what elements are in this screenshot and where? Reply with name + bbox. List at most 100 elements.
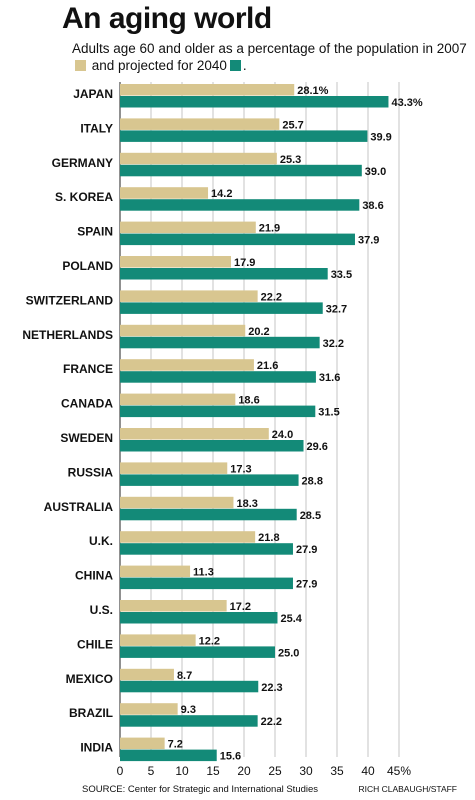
category-label: BRAZIL: [69, 706, 113, 720]
bar: [120, 268, 328, 280]
data-label: 21.8: [258, 532, 279, 544]
x-tick-label: 20: [237, 764, 251, 778]
bar: [120, 428, 269, 440]
category-label: U.K.: [89, 534, 113, 548]
bar: [120, 703, 178, 715]
data-label: 25.3: [280, 154, 301, 166]
category-label: CANADA: [61, 397, 113, 411]
data-label: 17.3: [230, 463, 251, 475]
bar: [120, 737, 165, 750]
category-label: RUSSIA: [68, 465, 114, 479]
bar: [120, 164, 362, 177]
bar: [120, 118, 280, 130]
x-tick-label: 40: [361, 764, 375, 778]
category-label: FRANCE: [63, 362, 113, 376]
data-label: 22.3: [261, 682, 282, 694]
bar: [120, 221, 256, 234]
bar: [120, 233, 355, 246]
bar: [120, 324, 246, 337]
data-label: 22.2: [261, 291, 282, 303]
x-tick-label: 35: [330, 764, 344, 778]
category-label: SWITZERLAND: [26, 293, 114, 307]
bar: [120, 531, 256, 543]
data-label: 25.0: [278, 647, 299, 659]
data-label: 43.3%: [391, 97, 422, 109]
data-label: 28.8: [302, 475, 323, 487]
bar: [120, 359, 254, 371]
subtitle-text-2040: and projected for 2040: [91, 58, 227, 73]
data-label: 31.6: [319, 372, 340, 384]
data-label: 39.0: [365, 166, 386, 178]
source-note: SOURCE: Center for Strategic and Interna…: [82, 784, 319, 795]
subtitle-period: .: [242, 58, 247, 73]
data-label: 14.2: [211, 188, 232, 200]
data-label: 37.9: [358, 235, 379, 247]
legend-swatch-2007: [75, 60, 86, 71]
bar: [120, 187, 209, 199]
bar: [120, 302, 323, 314]
category-label: JAPAN: [73, 87, 113, 101]
category-label: ITALY: [80, 121, 113, 135]
data-label: 28.1%: [297, 85, 328, 97]
data-label: 17.2: [230, 601, 251, 613]
category-label: MEXICO: [66, 672, 113, 686]
bar: [120, 646, 275, 658]
data-label: 32.2: [323, 338, 344, 350]
bar: [120, 130, 368, 142]
x-tick-label: 25: [268, 764, 282, 778]
data-label: 27.9: [296, 579, 317, 591]
category-label: POLAND: [62, 259, 113, 273]
category-label: CHINA: [75, 569, 113, 583]
chart-subtitle: Adults age 60 and older as a percentage …: [72, 40, 467, 74]
bar: [120, 256, 231, 268]
subtitle-text-2007: Adults age 60 and older as a percentage …: [72, 41, 467, 56]
data-label: 12.2: [199, 635, 220, 647]
category-label: NETHERLANDS: [22, 328, 113, 342]
data-label: 8.7: [177, 670, 192, 682]
data-label: 7.2: [168, 739, 183, 751]
bar: [120, 634, 196, 646]
data-label: 20.2: [248, 326, 269, 338]
bar: [120, 496, 234, 509]
data-label: 15.6: [220, 751, 241, 763]
x-tick-label: 15: [206, 764, 220, 778]
x-tick-label: 30: [299, 764, 313, 778]
bar: [120, 715, 258, 727]
data-label: 32.7: [326, 303, 347, 315]
bar: [120, 668, 174, 681]
data-label: 21.6: [257, 360, 278, 372]
bar: [120, 199, 360, 211]
data-label: 27.9: [296, 544, 317, 556]
bar: [120, 84, 295, 96]
data-label: 22.2: [261, 716, 282, 728]
data-label: 9.3: [181, 704, 196, 716]
data-label: 25.7: [282, 119, 303, 131]
bar: [120, 440, 304, 452]
x-tick-label: 5: [148, 764, 155, 778]
bar: [120, 96, 389, 108]
data-label: 25.4: [280, 613, 302, 625]
bar: [120, 152, 277, 165]
bar: [120, 462, 228, 474]
category-label: INDIA: [80, 741, 113, 755]
bar: [120, 405, 316, 418]
chart-title: An aging world: [62, 2, 272, 35]
bar: [120, 508, 297, 521]
bar: [120, 393, 236, 406]
data-label: 39.9: [370, 131, 391, 143]
bar: [120, 577, 293, 590]
category-label: SPAIN: [77, 225, 113, 239]
x-tick-label: 10: [175, 764, 189, 778]
bar: [120, 474, 299, 486]
data-label: 31.5: [318, 407, 339, 419]
x-tick-label: 0: [117, 764, 124, 778]
category-label: SWEDEN: [60, 431, 113, 445]
data-label: 11.3: [193, 567, 214, 579]
category-label: U.S.: [90, 603, 113, 617]
bar: [120, 680, 259, 693]
bar: [120, 565, 191, 578]
bar: [120, 612, 278, 624]
category-label: GERMANY: [52, 156, 113, 170]
bar: [120, 749, 217, 762]
